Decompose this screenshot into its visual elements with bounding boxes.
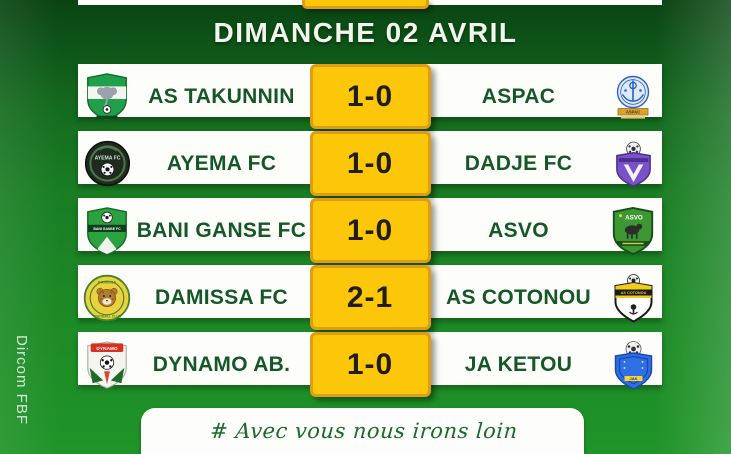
svg-text:JAK: JAK (629, 376, 637, 381)
svg-text:ASPAC: ASPAC (626, 109, 640, 114)
match-row: DYNAMO DYNAMO AB. 1-0 JA KETOU (78, 332, 662, 397)
score-box: 1-0 (309, 64, 431, 129)
home-team-name: AS TAKUNNIN (148, 84, 295, 108)
asvo-logo: ASVO (604, 204, 662, 257)
dadje-fc-logo (604, 137, 662, 190)
ayema-fc-crest-icon: AYEMA FC (84, 140, 130, 187)
svg-text:AYEMA FC: AYEMA FC (94, 156, 120, 162)
dadje-fc-crest-icon (615, 141, 651, 187)
home-team-name: DAMISSA FC (155, 285, 288, 309)
score-box: 1-0 (309, 198, 431, 263)
score-box: 2-1 (309, 265, 431, 330)
page-title: DIMANCHE 02 AVRIL (213, 17, 518, 48)
dynamo-crest-icon: DYNAMO (87, 340, 127, 389)
match-row: DAMISSA FOOTBALL CLUB DAMISSA FC 2-1 AS … (78, 265, 662, 330)
away-team-name: JA KETOU (464, 352, 573, 376)
ja-ketou-logo: JAK (604, 338, 662, 391)
as-cotonou-logo: AS COTONOU (604, 271, 662, 324)
match-row: AYEMA FC AYEMA FC 1-0 DADJE FC (78, 131, 662, 196)
hashtag-banner: # Avec vous nous irons loin (141, 408, 584, 454)
bani-ganse-crest-icon: BANI GANSE FC (87, 206, 127, 255)
aspac-logo: ASPAC (604, 70, 662, 123)
svg-text:FOOTBALL CLUB: FOOTBALL CLUB (93, 314, 122, 318)
aspac-crest-icon: ASPAC (616, 75, 650, 119)
ja-ketou-crest-icon: JAK (614, 340, 652, 390)
hashtag-text: # Avec vous nous irons loin (209, 419, 519, 443)
home-team-name: AYEMA FC (166, 151, 277, 175)
previous-score-box-cutoff (302, 0, 429, 9)
home-team-name: BANI GANSE FC (136, 218, 307, 242)
asvo-crest-icon: ASVO (612, 206, 654, 255)
as-cotonou-crest-icon: AS COTONOU (614, 273, 652, 323)
svg-text:ASVO: ASVO (625, 214, 643, 221)
as-takunnin-logo (78, 70, 136, 123)
away-team-name: ASPAC (481, 84, 556, 108)
away-team-name: ASVO (488, 218, 549, 242)
dynamo-ab-logo: DYNAMO (78, 338, 136, 391)
match-row: BANI GANSE FC BANI GANSE FC 1-0 ASVO ASV… (78, 198, 662, 263)
as-takunnin-crest-icon (87, 72, 127, 121)
damissa-fc-crest-icon: DAMISSA FOOTBALL CLUB (83, 274, 131, 321)
svg-text:DAMISSA: DAMISSA (98, 279, 117, 284)
home-team-name: DYNAMO AB. (152, 352, 291, 376)
svg-text:AS COTONOU: AS COTONOU (620, 291, 646, 295)
svg-text:DYNAMO: DYNAMO (96, 346, 118, 352)
score-box: 1-0 (309, 131, 431, 196)
score-box: 1-0 (309, 332, 431, 397)
bani-ganse-logo: BANI GANSE FC (78, 204, 136, 257)
ayema-fc-logo: AYEMA FC (78, 137, 136, 190)
match-row: AS TAKUNNIN 1-0 ASPAC ASPAC (78, 64, 662, 129)
away-team-name: DADJE FC (464, 151, 573, 175)
damissa-fc-logo: DAMISSA FOOTBALL CLUB (78, 271, 136, 324)
watermark-dircom-fbf: Dircom FBF (13, 335, 30, 425)
svg-text:BANI GANSE FC: BANI GANSE FC (93, 227, 121, 231)
away-team-name: AS COTONOU (446, 285, 591, 309)
